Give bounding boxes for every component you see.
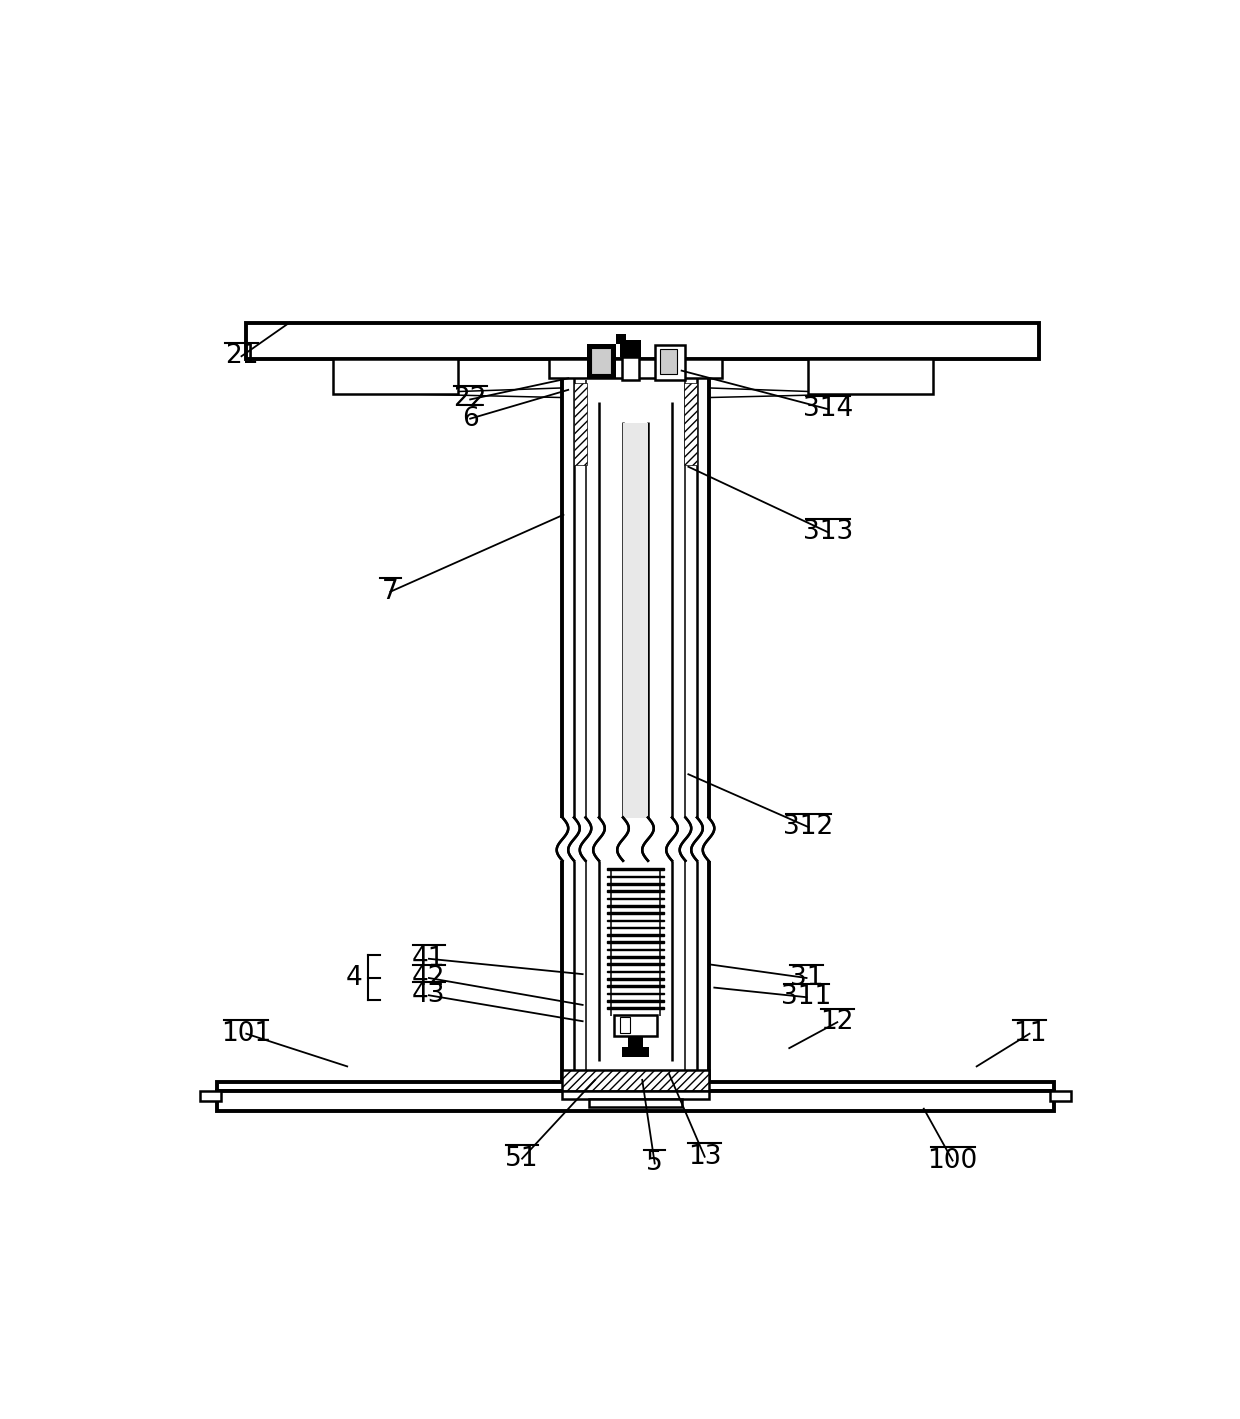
Bar bbox=[563, 1091, 708, 1100]
Bar bbox=[200, 1091, 221, 1101]
Polygon shape bbox=[606, 883, 665, 884]
Polygon shape bbox=[606, 971, 665, 972]
Bar bbox=[627, 1036, 644, 1053]
Polygon shape bbox=[606, 949, 665, 951]
Text: 100: 100 bbox=[928, 1148, 978, 1174]
Bar bbox=[589, 1100, 682, 1107]
Text: 41: 41 bbox=[412, 946, 445, 972]
Text: 314: 314 bbox=[802, 396, 853, 421]
Polygon shape bbox=[606, 920, 665, 921]
Text: 13: 13 bbox=[688, 1144, 722, 1169]
Bar bbox=[655, 345, 686, 380]
Bar bbox=[217, 1091, 1054, 1111]
Text: 11: 11 bbox=[1013, 1020, 1047, 1047]
Text: 313: 313 bbox=[802, 519, 853, 545]
Polygon shape bbox=[606, 993, 665, 995]
Polygon shape bbox=[606, 1007, 665, 1009]
Bar bbox=[1050, 1091, 1071, 1101]
Bar bbox=[620, 1017, 630, 1033]
Bar bbox=[622, 358, 640, 380]
Bar bbox=[549, 359, 722, 379]
Bar bbox=[588, 343, 616, 379]
Bar bbox=[332, 359, 458, 393]
Bar bbox=[808, 359, 934, 393]
Polygon shape bbox=[606, 1000, 665, 1002]
Polygon shape bbox=[606, 941, 665, 944]
Bar bbox=[574, 383, 588, 465]
Text: 22: 22 bbox=[454, 386, 487, 413]
Polygon shape bbox=[606, 905, 665, 907]
Polygon shape bbox=[606, 978, 665, 979]
Text: 311: 311 bbox=[781, 985, 832, 1010]
Text: 101: 101 bbox=[221, 1020, 272, 1047]
Text: 43: 43 bbox=[412, 982, 445, 1009]
Polygon shape bbox=[606, 956, 665, 958]
Bar bbox=[247, 322, 1039, 359]
Bar bbox=[560, 817, 711, 861]
Text: 6: 6 bbox=[461, 406, 479, 431]
Polygon shape bbox=[606, 898, 665, 900]
Text: 21: 21 bbox=[224, 343, 258, 369]
Polygon shape bbox=[606, 912, 665, 914]
Bar bbox=[622, 423, 649, 817]
Text: 42: 42 bbox=[412, 965, 445, 990]
Bar bbox=[217, 1081, 1054, 1091]
Polygon shape bbox=[606, 934, 665, 935]
Polygon shape bbox=[606, 964, 665, 965]
Bar bbox=[620, 341, 641, 358]
Bar bbox=[591, 348, 610, 373]
Text: 12: 12 bbox=[821, 1009, 854, 1036]
Polygon shape bbox=[606, 890, 665, 893]
Bar bbox=[622, 1047, 649, 1057]
Polygon shape bbox=[606, 868, 665, 870]
Bar bbox=[614, 1015, 657, 1036]
Bar bbox=[563, 1070, 708, 1091]
Polygon shape bbox=[606, 927, 665, 928]
Polygon shape bbox=[606, 985, 665, 986]
Text: 7: 7 bbox=[382, 579, 399, 604]
Bar bbox=[660, 349, 677, 375]
Text: 312: 312 bbox=[784, 815, 833, 840]
Text: 4: 4 bbox=[346, 965, 362, 990]
Text: 31: 31 bbox=[790, 965, 823, 990]
Polygon shape bbox=[606, 876, 665, 877]
Text: 51: 51 bbox=[506, 1145, 539, 1172]
Bar bbox=[683, 383, 697, 465]
Text: 5: 5 bbox=[646, 1151, 663, 1176]
Bar bbox=[616, 333, 626, 343]
